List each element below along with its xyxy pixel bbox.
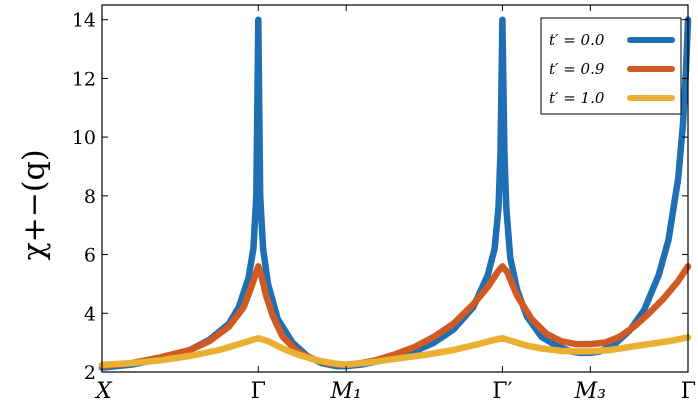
legend-label-2: t′ = 1.0 [549, 89, 605, 107]
y-tick-label-4: 10 [72, 127, 96, 149]
y-tick-label-6: 14 [72, 10, 96, 32]
plot-frame [101, 4, 689, 373]
x-tick-label-0: X [94, 379, 113, 404]
y-axis: 2 4 6 8 10 12 14 [72, 10, 688, 384]
legend: t′ = 0.0 t′ = 0.9 t′ = 1.0 [540, 17, 682, 115]
x-tick-label-5: Γ [681, 379, 696, 404]
y-tick-label-0: 2 [84, 362, 96, 384]
x-tick-label-1: Γ [251, 379, 266, 404]
y-tick-label-1: 4 [84, 303, 96, 325]
x-tick-label-4: M₃ [574, 379, 606, 404]
y-tick-label-5: 12 [72, 68, 96, 90]
y-tick-label-2: 6 [84, 245, 96, 267]
y-axis-label: χ+−(q) [17, 149, 52, 260]
legend-label-1: t′ = 0.9 [549, 60, 605, 78]
x-tick-label-3: Γ′ [492, 379, 512, 404]
y-tick-label-3: 8 [84, 186, 96, 208]
series-line-2 [98, 334, 692, 368]
x-axis: X Γ M₁ Γ′ M₃ Γ [94, 5, 696, 404]
series-layer [98, 16, 692, 371]
series-line-1 [98, 263, 692, 370]
legend-label-0: t′ = 0.0 [549, 31, 605, 49]
x-tick-label-2: M₁ [329, 379, 361, 404]
